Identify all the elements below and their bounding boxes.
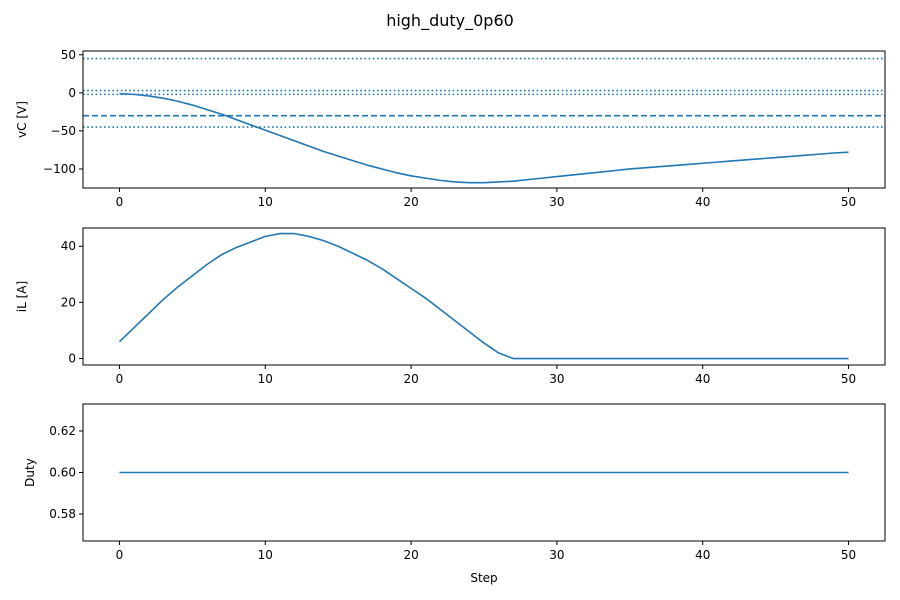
x-tick-label: 10 bbox=[258, 195, 273, 209]
y-tick-label: 40 bbox=[61, 239, 76, 253]
x-tick-label: 40 bbox=[695, 372, 710, 386]
series-line-1 bbox=[118, 232, 849, 360]
axes-frame bbox=[82, 50, 886, 189]
x-tick-label: 0 bbox=[116, 195, 124, 209]
x-tick-label: 50 bbox=[841, 548, 856, 562]
y-axis-label: vC [V] bbox=[15, 101, 29, 138]
x-tick-label: 40 bbox=[695, 195, 710, 209]
x-axis-label: Step bbox=[470, 571, 497, 585]
x-tick-label: 50 bbox=[841, 372, 856, 386]
x-tick-label: 10 bbox=[258, 548, 273, 562]
x-tick-label: 30 bbox=[549, 195, 564, 209]
y-tick-label: 0.60 bbox=[49, 466, 76, 480]
y-tick-label: 0 bbox=[68, 86, 76, 100]
x-tick-label: 0 bbox=[116, 548, 124, 562]
y-axis-label: Duty bbox=[23, 458, 37, 487]
x-tick-label: 30 bbox=[549, 548, 564, 562]
x-tick-label: 50 bbox=[841, 195, 856, 209]
y-tick-label: 0 bbox=[68, 352, 76, 366]
y-tick-label: −50 bbox=[51, 124, 76, 138]
y-tick-label: 50 bbox=[61, 48, 76, 62]
x-tick-label: 20 bbox=[403, 372, 418, 386]
y-tick-label: 0.58 bbox=[49, 507, 76, 521]
x-tick-label: 20 bbox=[403, 195, 418, 209]
figure-title: high_duty_0p60 bbox=[386, 11, 514, 31]
y-tick-label: 0.62 bbox=[49, 424, 76, 438]
x-tick-label: 20 bbox=[403, 548, 418, 562]
x-tick-label: 30 bbox=[549, 372, 564, 386]
x-tick-label: 10 bbox=[258, 372, 273, 386]
x-tick-label: 40 bbox=[695, 548, 710, 562]
series-line-1 bbox=[119, 92, 849, 184]
chart-panel-3: 0 10 20 30 40 50 0.58 0.60 0.62 Duty Step bbox=[23, 403, 886, 585]
axes-frame bbox=[82, 227, 886, 366]
chart-panel-2: 0 10 20 30 40 50 0 20 40 iL [A] bbox=[15, 227, 886, 386]
y-tick-label: 20 bbox=[61, 295, 76, 309]
y-tick-label: −100 bbox=[43, 162, 76, 176]
x-tick-label: 0 bbox=[116, 372, 124, 386]
chart-panel-1: 0 10 20 30 40 50 −100 −50 0 50 vC [V] bbox=[15, 48, 886, 209]
y-axis-label: iL [A] bbox=[15, 281, 29, 312]
